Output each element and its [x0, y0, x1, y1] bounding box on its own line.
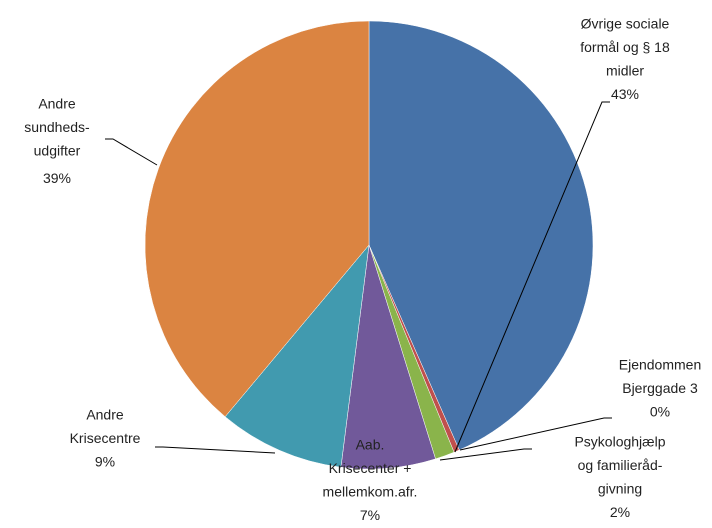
- slice-label: Krisecenter +: [329, 460, 412, 476]
- value-label: 9%: [95, 454, 115, 470]
- value-label: 0%: [650, 404, 670, 420]
- slice-label: Bjerggade 3: [622, 380, 698, 396]
- slice-label: og familieråd-: [578, 457, 663, 473]
- leader-line: [105, 138, 158, 166]
- slice-label: udgifter: [34, 143, 81, 159]
- pie-slice: [144, 20, 370, 418]
- slice-label: formål og § 18: [580, 39, 670, 55]
- slice-label: sundheds-: [24, 119, 90, 135]
- slice-label: givning: [598, 481, 642, 497]
- leader-line: [155, 446, 276, 454]
- value-label: 2%: [610, 504, 630, 520]
- pie-slice: [224, 244, 370, 468]
- slice-label: Andre: [38, 96, 76, 112]
- value-label: 39%: [43, 170, 71, 186]
- slice-label: Ejendommen: [619, 357, 702, 373]
- slice-label: Aab.: [356, 437, 385, 453]
- leader-line: [439, 448, 532, 461]
- slice-label: Psykologhjælp: [574, 434, 665, 450]
- slice-label: Krisecentre: [70, 430, 141, 446]
- value-label: 43%: [611, 86, 639, 102]
- leader-line: [454, 101, 610, 453]
- slice-label: midler: [606, 63, 644, 79]
- slice-label: Andre: [86, 407, 124, 423]
- leader-line: [459, 417, 612, 451]
- pie-slice: [368, 20, 594, 451]
- value-label: 7%: [360, 507, 380, 523]
- slice-label: Øvrige sociale: [581, 16, 670, 32]
- slice-label: mellemkom.afr.: [323, 484, 418, 500]
